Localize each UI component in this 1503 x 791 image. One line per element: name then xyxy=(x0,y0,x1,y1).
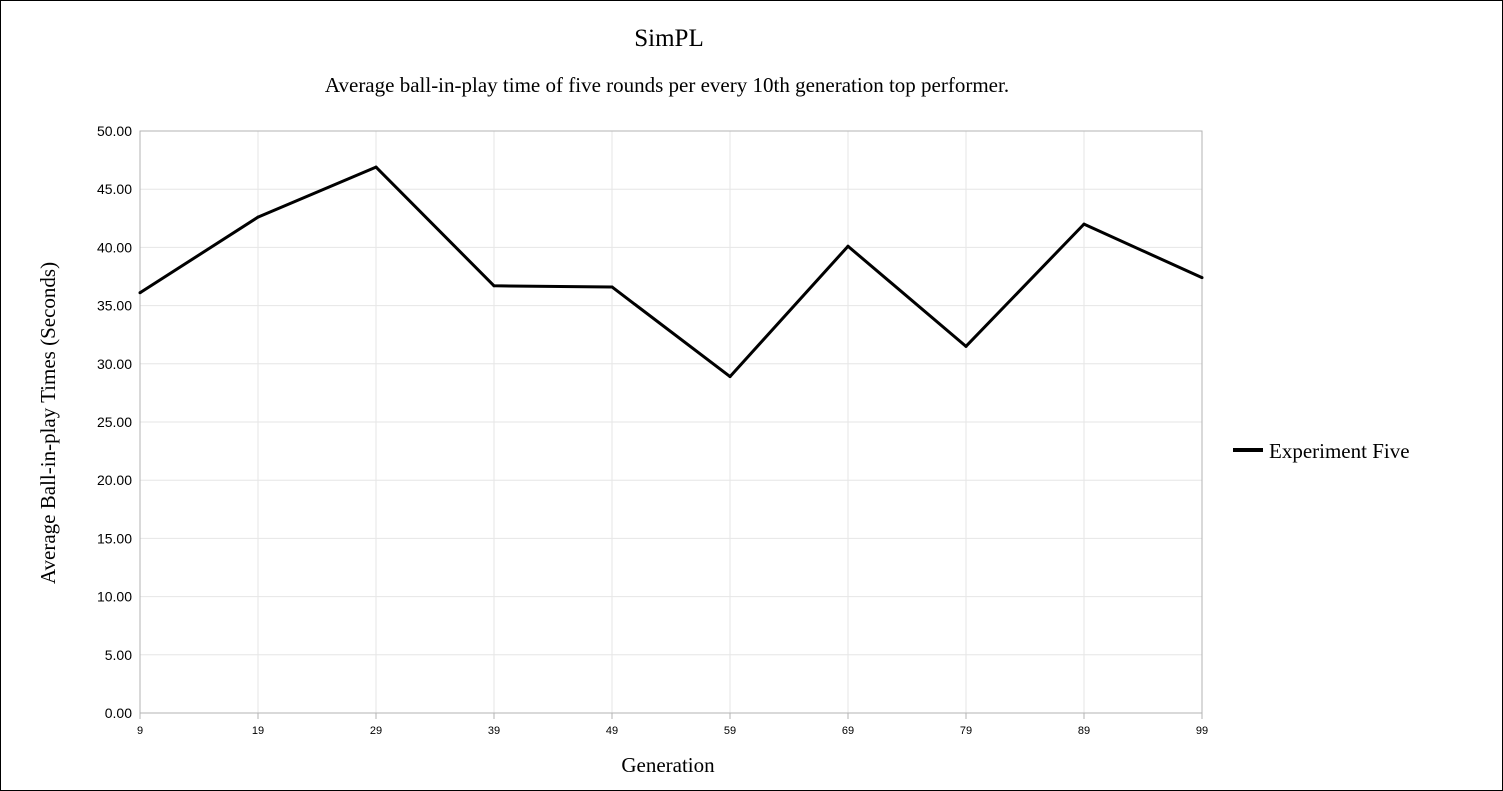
data-point xyxy=(846,244,850,248)
legend: Experiment Five xyxy=(1233,439,1410,463)
chart-subtitle: Average ball-in-play time of five rounds… xyxy=(325,73,1009,97)
x-tick-label: 49 xyxy=(606,725,618,737)
x-axis-label: Generation xyxy=(621,753,715,777)
series-lines xyxy=(138,165,1204,379)
x-tick-label: 79 xyxy=(960,725,972,737)
data-point xyxy=(964,344,968,348)
y-axis-label: Average Ball-in-play Times (Seconds) xyxy=(36,262,60,584)
data-point xyxy=(374,165,378,169)
x-tick-label: 39 xyxy=(488,725,500,737)
x-tick-label: 19 xyxy=(252,725,264,737)
y-tick-label: 15.00 xyxy=(97,530,132,546)
x-tick-label: 99 xyxy=(1196,725,1208,737)
grid-lines xyxy=(139,130,1203,714)
data-point xyxy=(1200,276,1204,280)
y-tick-label: 20.00 xyxy=(97,472,132,488)
data-point xyxy=(728,375,732,379)
legend-label-experiment-five: Experiment Five xyxy=(1269,439,1410,463)
data-point xyxy=(492,284,496,288)
y-tick-label: 35.00 xyxy=(97,298,132,314)
data-point xyxy=(138,291,142,295)
y-tick-label: 40.00 xyxy=(97,239,132,255)
data-point xyxy=(256,215,260,219)
x-tick-label: 29 xyxy=(370,725,382,737)
x-tick-label: 69 xyxy=(842,725,854,737)
y-axis-ticks: 0.00 5.00 10.00 15.00 20.00 25.00 30.00 35.00 40… xyxy=(97,123,132,721)
x-tick-label: 59 xyxy=(724,725,736,737)
data-point xyxy=(610,285,614,289)
y-tick-label: 45.00 xyxy=(97,181,132,197)
x-tick-label: 89 xyxy=(1078,725,1090,737)
series-line-experiment-five xyxy=(139,165,1203,379)
y-tick-label: 10.00 xyxy=(97,589,132,605)
data-point xyxy=(1082,222,1086,226)
y-tick-label: 25.00 xyxy=(97,414,132,430)
chart-title: SimPL xyxy=(634,25,703,52)
y-tick-label: 0.00 xyxy=(105,705,132,721)
y-tick-label: 50.00 xyxy=(97,123,132,139)
x-tick-label: 9 xyxy=(137,725,143,737)
x-axis-ticks: 9 19 29 39 49 59 69 79 89 99 xyxy=(137,713,1208,737)
y-tick-label: 5.00 xyxy=(105,647,132,663)
plot-area xyxy=(139,130,1203,714)
y-tick-label: 30.00 xyxy=(97,356,132,372)
